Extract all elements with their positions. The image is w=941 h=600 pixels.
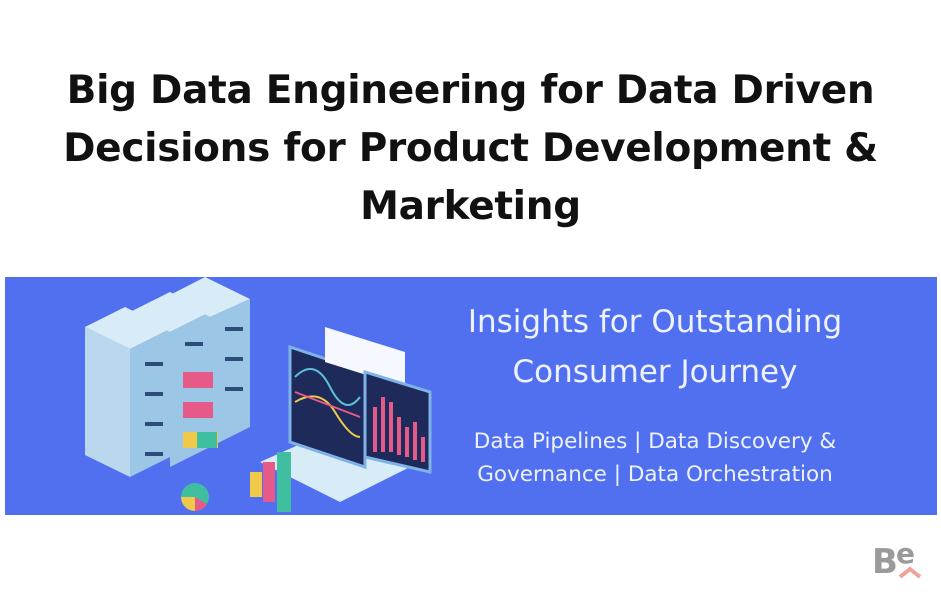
laptop-icon xyxy=(260,327,432,502)
title-line: Big Data Engineering for Data Driven xyxy=(66,68,875,113)
subtitle-line: Governance | Data Orchestration xyxy=(477,462,833,487)
title-line: Decisions for Product Development & xyxy=(63,126,878,171)
title-line: Marketing xyxy=(360,184,581,229)
brand-logo-icon: B e xyxy=(872,537,922,582)
svg-text:B: B xyxy=(872,542,898,582)
page-title: Big Data Engineering for Data Driven Dec… xyxy=(0,62,941,236)
banner: Insights for Outstanding Consumer Journe… xyxy=(5,277,937,515)
server-rack-icon xyxy=(85,277,250,477)
pie-chart-icon xyxy=(181,483,209,511)
subtitle-line: Data Pipelines | Data Discovery & xyxy=(473,429,837,454)
headline-line: Consumer Journey xyxy=(512,354,798,390)
data-illustration-icon xyxy=(85,277,432,512)
banner-headline: Insights for Outstanding Consumer Journe… xyxy=(405,297,905,397)
banner-subtitle: Data Pipelines | Data Discovery & Govern… xyxy=(405,425,905,491)
headline-line: Insights for Outstanding xyxy=(467,304,843,340)
bar-chart-icon xyxy=(250,452,291,512)
svg-text:e: e xyxy=(896,537,915,570)
